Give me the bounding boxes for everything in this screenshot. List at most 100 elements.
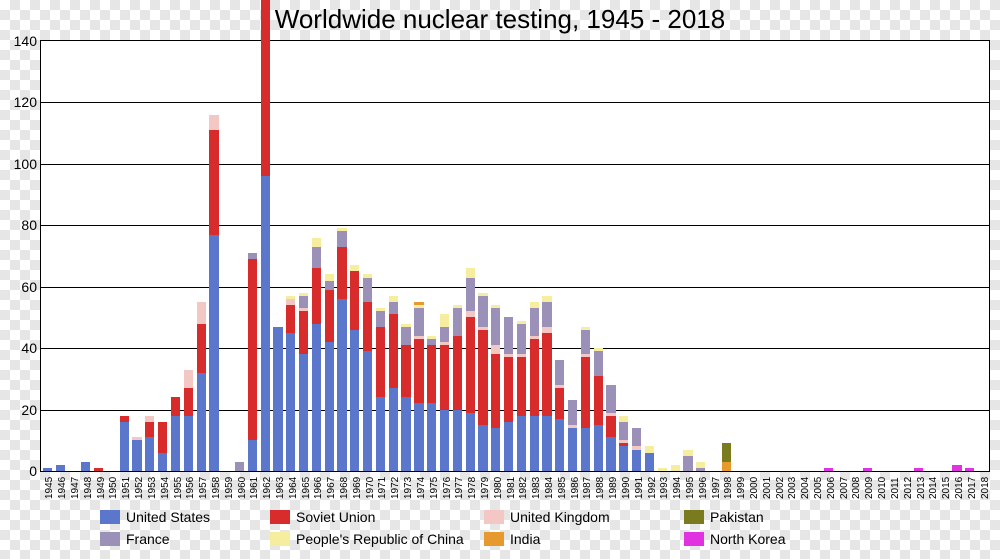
x-tick-label: 2005 — [813, 477, 824, 499]
legend-swatch — [100, 510, 120, 524]
bar-seg-us — [645, 453, 654, 471]
bar-seg-cn — [427, 336, 436, 339]
bar-seg-ussr — [145, 422, 154, 437]
bar-seg-ussr — [158, 422, 167, 453]
bar-seg-us — [414, 403, 423, 471]
bar-seg-us — [120, 422, 129, 471]
bar-seg-us — [184, 416, 193, 471]
bar-seg-us — [286, 333, 295, 471]
y-tick-label: 0 — [5, 463, 37, 479]
bar-year-1992 — [645, 41, 654, 471]
legend-swatch — [484, 510, 504, 524]
bar-seg-uk — [581, 354, 590, 357]
bar-seg-us — [427, 403, 436, 471]
bar-seg-fr — [581, 330, 590, 355]
legend-item-pk: Pakistan — [684, 506, 884, 528]
bar-year-1982 — [517, 41, 526, 471]
bar-seg-cn — [401, 324, 410, 327]
bar-year-1983 — [530, 41, 539, 471]
bar-year-1962 — [261, 41, 270, 471]
bar-seg-fr — [235, 462, 244, 471]
bar-seg-uk — [478, 327, 487, 330]
bar-year-1994 — [671, 41, 680, 471]
bar-seg-ussr — [542, 333, 551, 416]
bar-year-2010 — [875, 41, 884, 471]
bar-seg-us — [401, 397, 410, 471]
bar-seg-cn — [466, 268, 475, 277]
bar-seg-ussr — [606, 416, 615, 438]
bar-seg-ussr — [363, 302, 372, 351]
x-tick-label: 2011 — [890, 477, 901, 499]
x-tick-label: 1991 — [634, 477, 645, 499]
bar-year-2013 — [914, 41, 923, 471]
bar-year-1981 — [504, 41, 513, 471]
x-tick-label: 1977 — [454, 477, 465, 499]
bar-seg-us — [56, 465, 65, 471]
x-tick-label: 2016 — [954, 477, 965, 499]
y-tick-label: 60 — [5, 279, 37, 295]
bar-seg-uk — [209, 115, 218, 130]
bar-seg-cn — [478, 293, 487, 296]
bar-seg-ussr — [197, 324, 206, 373]
x-tick-label: 1975 — [429, 477, 440, 499]
bar-year-2012 — [901, 41, 910, 471]
x-tick-label: 1998 — [723, 477, 734, 499]
x-tick-label: 2008 — [851, 477, 862, 499]
bar-seg-fr — [568, 400, 577, 425]
bar-year-1986 — [568, 41, 577, 471]
bar-seg-fr — [696, 468, 705, 471]
bar-year-1963 — [273, 41, 282, 471]
bar-seg-ussr — [594, 376, 603, 425]
x-tick-label: 2012 — [903, 477, 914, 499]
x-tick-label: 1972 — [390, 477, 401, 499]
x-tick-label: 1955 — [173, 477, 184, 499]
bar-year-1960 — [235, 41, 244, 471]
x-tick-label: 1995 — [685, 477, 696, 499]
x-tick-label: 1987 — [582, 477, 593, 499]
bar-year-1969 — [350, 41, 359, 471]
bar-seg-us — [132, 440, 141, 471]
x-tick-label: 1954 — [160, 477, 171, 499]
x-tick-label: 1956 — [185, 477, 196, 499]
bar-seg-uk — [286, 299, 295, 305]
bar-seg-fr — [594, 351, 603, 376]
bar-year-2017 — [965, 41, 974, 471]
bar-seg-uk — [466, 311, 475, 317]
bar-year-1950 — [107, 41, 116, 471]
bar-seg-us — [453, 410, 462, 471]
x-tick-label: 1960 — [237, 477, 248, 499]
bar-seg-ussr — [401, 345, 410, 397]
bar-seg-uk — [530, 336, 539, 339]
bar-seg-ussr — [337, 247, 346, 299]
legend-label: North Korea — [710, 531, 785, 547]
bar-year-2003 — [786, 41, 795, 471]
legend-swatch — [100, 532, 120, 546]
x-tick-label: 1992 — [647, 477, 658, 499]
y-tick-label: 140 — [5, 33, 37, 49]
x-tick-label: 2013 — [916, 477, 927, 499]
bar-seg-us — [350, 330, 359, 471]
bar-year-1988 — [594, 41, 603, 471]
bar-year-1959 — [222, 41, 231, 471]
x-tick-label: 2003 — [787, 477, 798, 499]
bar-seg-fr — [530, 308, 539, 336]
x-tick-label: 1958 — [211, 477, 222, 499]
bar-seg-fr — [401, 327, 410, 345]
bar-seg-cn — [376, 308, 385, 311]
x-tick-label: 2002 — [775, 477, 786, 499]
x-tick-label: 1971 — [377, 477, 388, 499]
legend: United StatesSoviet UnionUnited KingdomP… — [100, 506, 980, 550]
bar-year-2006 — [824, 41, 833, 471]
bar-seg-ussr — [171, 397, 180, 415]
bar-year-1945 — [43, 41, 52, 471]
bar-seg-us — [158, 453, 167, 471]
bar-seg-us — [504, 422, 513, 471]
bar-seg-ussr — [619, 443, 628, 446]
bar-year-1990 — [619, 41, 628, 471]
bar-year-1949 — [94, 41, 103, 471]
bar-year-2018 — [978, 41, 987, 471]
x-tick-label: 1948 — [83, 477, 94, 499]
bar-seg-cn — [542, 296, 551, 302]
bar-seg-us — [555, 419, 564, 471]
x-tick-label: 1945 — [44, 477, 55, 499]
